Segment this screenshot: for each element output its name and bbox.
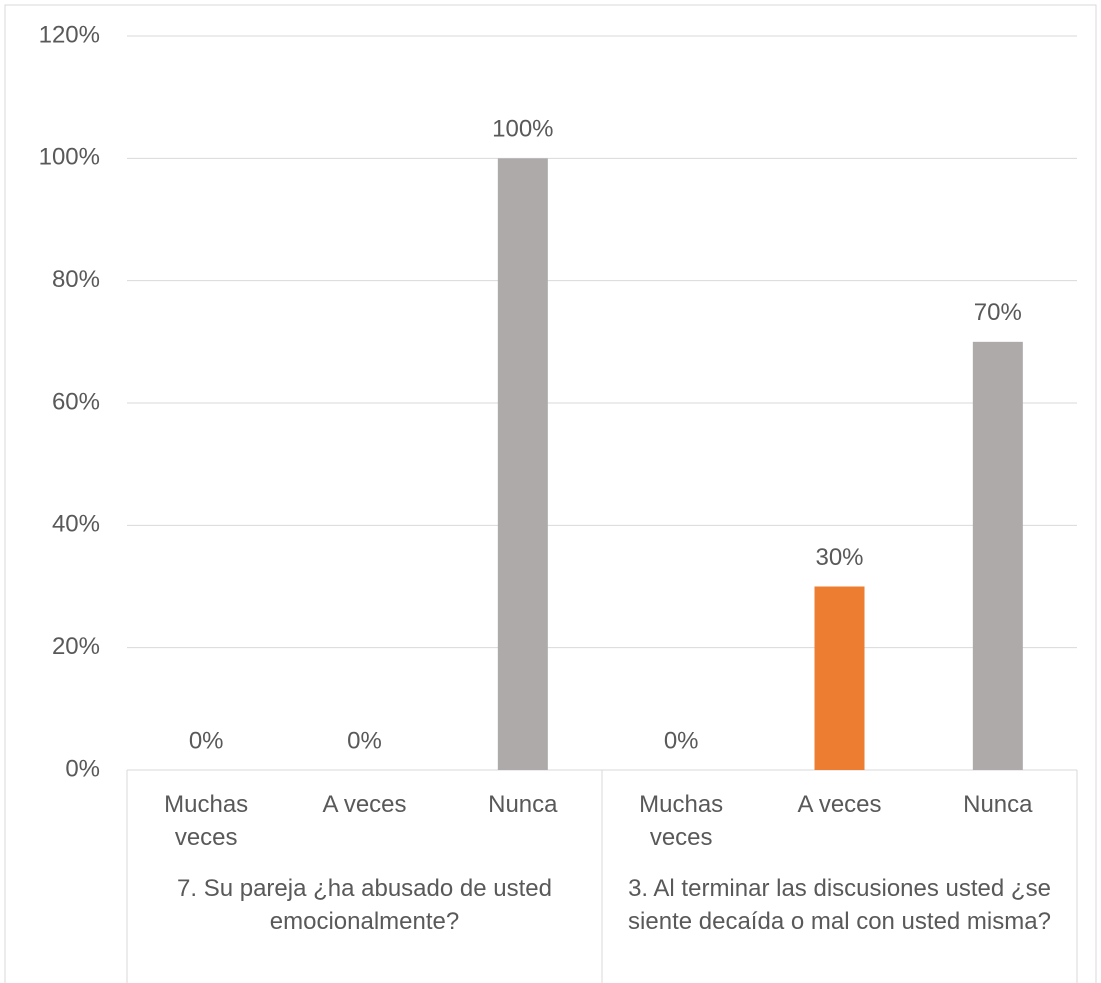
y-tick-label: 0%	[65, 755, 100, 782]
data-label: 100%	[492, 116, 553, 143]
x-tick-label: Nunca	[488, 791, 558, 818]
x-tick-label: A veces	[797, 791, 882, 818]
y-tick-label: 20%	[52, 633, 100, 660]
x-tick-label: Muchas veces	[639, 791, 724, 851]
group-label: 7. Su pareja ¿ha abusado de usted emocio…	[177, 875, 552, 935]
data-label: 0%	[347, 727, 382, 754]
y-tick-label: 80%	[52, 266, 100, 293]
y-tick-label: 120%	[39, 21, 100, 48]
data-label: 0%	[664, 727, 699, 754]
x-tick-label: Muchas veces	[164, 791, 249, 851]
bar	[497, 158, 548, 771]
data-label: 70%	[974, 299, 1022, 326]
y-tick-label: 40%	[52, 511, 100, 538]
bar	[972, 341, 1023, 770]
group-label: 3. Al terminar las discusiones usted ¿se…	[628, 875, 1051, 935]
x-tick-label: A veces	[322, 791, 407, 818]
y-tick-label: 100%	[39, 144, 100, 171]
chart-border	[4, 4, 1097, 983]
x-tick-label: Nunca	[963, 791, 1033, 818]
data-label: 30%	[815, 544, 863, 571]
y-tick-label: 60%	[52, 388, 100, 415]
bar	[814, 586, 865, 770]
data-label: 0%	[189, 727, 224, 754]
